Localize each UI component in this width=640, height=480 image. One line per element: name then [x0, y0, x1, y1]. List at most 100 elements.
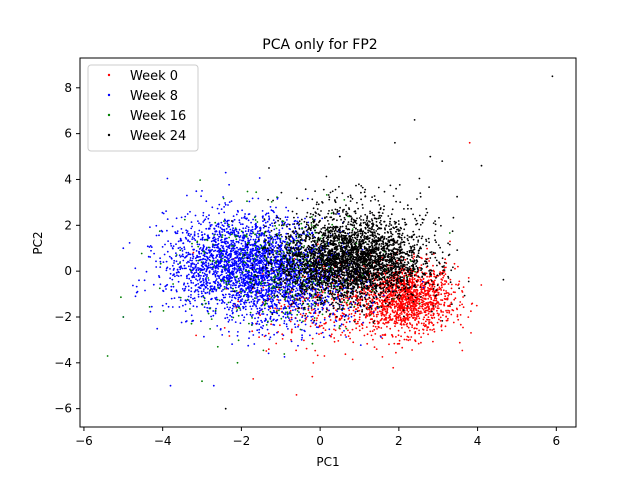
- data-point: [261, 215, 264, 218]
- data-point: [170, 257, 173, 260]
- data-point: [355, 322, 358, 325]
- data-point: [418, 317, 421, 320]
- data-point: [229, 306, 232, 309]
- data-point: [317, 314, 320, 317]
- data-point: [388, 316, 391, 319]
- data-point: [180, 274, 183, 277]
- data-point: [228, 183, 231, 186]
- data-point: [282, 277, 285, 279]
- data-point: [468, 141, 471, 144]
- data-point: [250, 315, 253, 318]
- data-point: [202, 275, 205, 277]
- data-point: [236, 250, 239, 253]
- data-point: [231, 319, 234, 321]
- data-point: [135, 285, 138, 288]
- data-point: [296, 289, 299, 291]
- data-point: [416, 324, 418, 326]
- data-point: [227, 266, 230, 269]
- data-point: [206, 257, 209, 260]
- data-point: [232, 215, 235, 218]
- data-point: [230, 290, 233, 293]
- data-point: [296, 295, 298, 298]
- data-point: [208, 250, 211, 253]
- data-point: [443, 304, 446, 307]
- data-point: [351, 358, 354, 361]
- data-point: [441, 283, 443, 285]
- data-point: [172, 247, 174, 250]
- data-point: [270, 261, 273, 264]
- data-point: [480, 284, 483, 286]
- data-point: [428, 321, 431, 324]
- data-point: [341, 331, 344, 334]
- data-point: [222, 250, 225, 253]
- data-point: [363, 290, 365, 292]
- data-point: [307, 298, 309, 301]
- data-point: [216, 207, 219, 210]
- data-point: [198, 274, 201, 277]
- data-point: [180, 247, 183, 250]
- data-point: [440, 309, 442, 312]
- data-point: [448, 311, 451, 314]
- data-point: [429, 294, 431, 297]
- data-point: [200, 274, 202, 277]
- data-point: [421, 301, 424, 304]
- data-point: [277, 301, 280, 304]
- data-point: [427, 297, 430, 300]
- data-point: [387, 294, 389, 297]
- data-point: [385, 305, 387, 308]
- data-point: [424, 290, 427, 292]
- data-point: [272, 238, 275, 241]
- data-point: [420, 336, 422, 338]
- data-point: [269, 224, 272, 227]
- data-point: [415, 308, 418, 311]
- data-point: [246, 217, 248, 220]
- data-point: [276, 309, 278, 311]
- data-point: [270, 252, 273, 254]
- data-point: [279, 299, 282, 301]
- data-point: [440, 289, 443, 291]
- data-point: [270, 272, 273, 275]
- data-point: [396, 306, 399, 309]
- data-point: [370, 293, 373, 296]
- data-point: [307, 297, 309, 300]
- data-point: [268, 338, 271, 341]
- data-point: [276, 290, 279, 293]
- data-point: [393, 315, 396, 317]
- data-point: [389, 313, 392, 316]
- data-point: [203, 267, 206, 270]
- data-point: [186, 213, 189, 215]
- data-point: [367, 304, 370, 306]
- data-point: [459, 314, 462, 316]
- data-point: [239, 274, 242, 276]
- data-point: [409, 338, 411, 341]
- data-point: [422, 318, 425, 321]
- data-point: [228, 201, 231, 204]
- data-point: [256, 302, 259, 304]
- data-point: [346, 304, 349, 307]
- data-point: [172, 285, 175, 288]
- data-point: [218, 253, 221, 256]
- data-point: [456, 314, 459, 316]
- data-point: [432, 253, 435, 255]
- data-point: [384, 274, 387, 276]
- data-point: [273, 228, 276, 231]
- data-point: [180, 265, 182, 267]
- data-point: [414, 289, 417, 291]
- data-point: [242, 234, 245, 237]
- data-point: [194, 265, 197, 268]
- data-point: [256, 289, 259, 292]
- data-point: [255, 312, 258, 315]
- data-point: [236, 265, 239, 268]
- data-point: [260, 287, 263, 290]
- data-point: [433, 328, 435, 331]
- data-point: [267, 308, 270, 311]
- data-point: [247, 230, 250, 233]
- data-point: [278, 229, 281, 232]
- data-point: [443, 292, 446, 295]
- data-point: [161, 246, 164, 248]
- data-point: [383, 281, 386, 283]
- data-point: [445, 315, 447, 318]
- data-point: [407, 310, 410, 313]
- data-point: [318, 291, 321, 294]
- data-point: [291, 328, 293, 331]
